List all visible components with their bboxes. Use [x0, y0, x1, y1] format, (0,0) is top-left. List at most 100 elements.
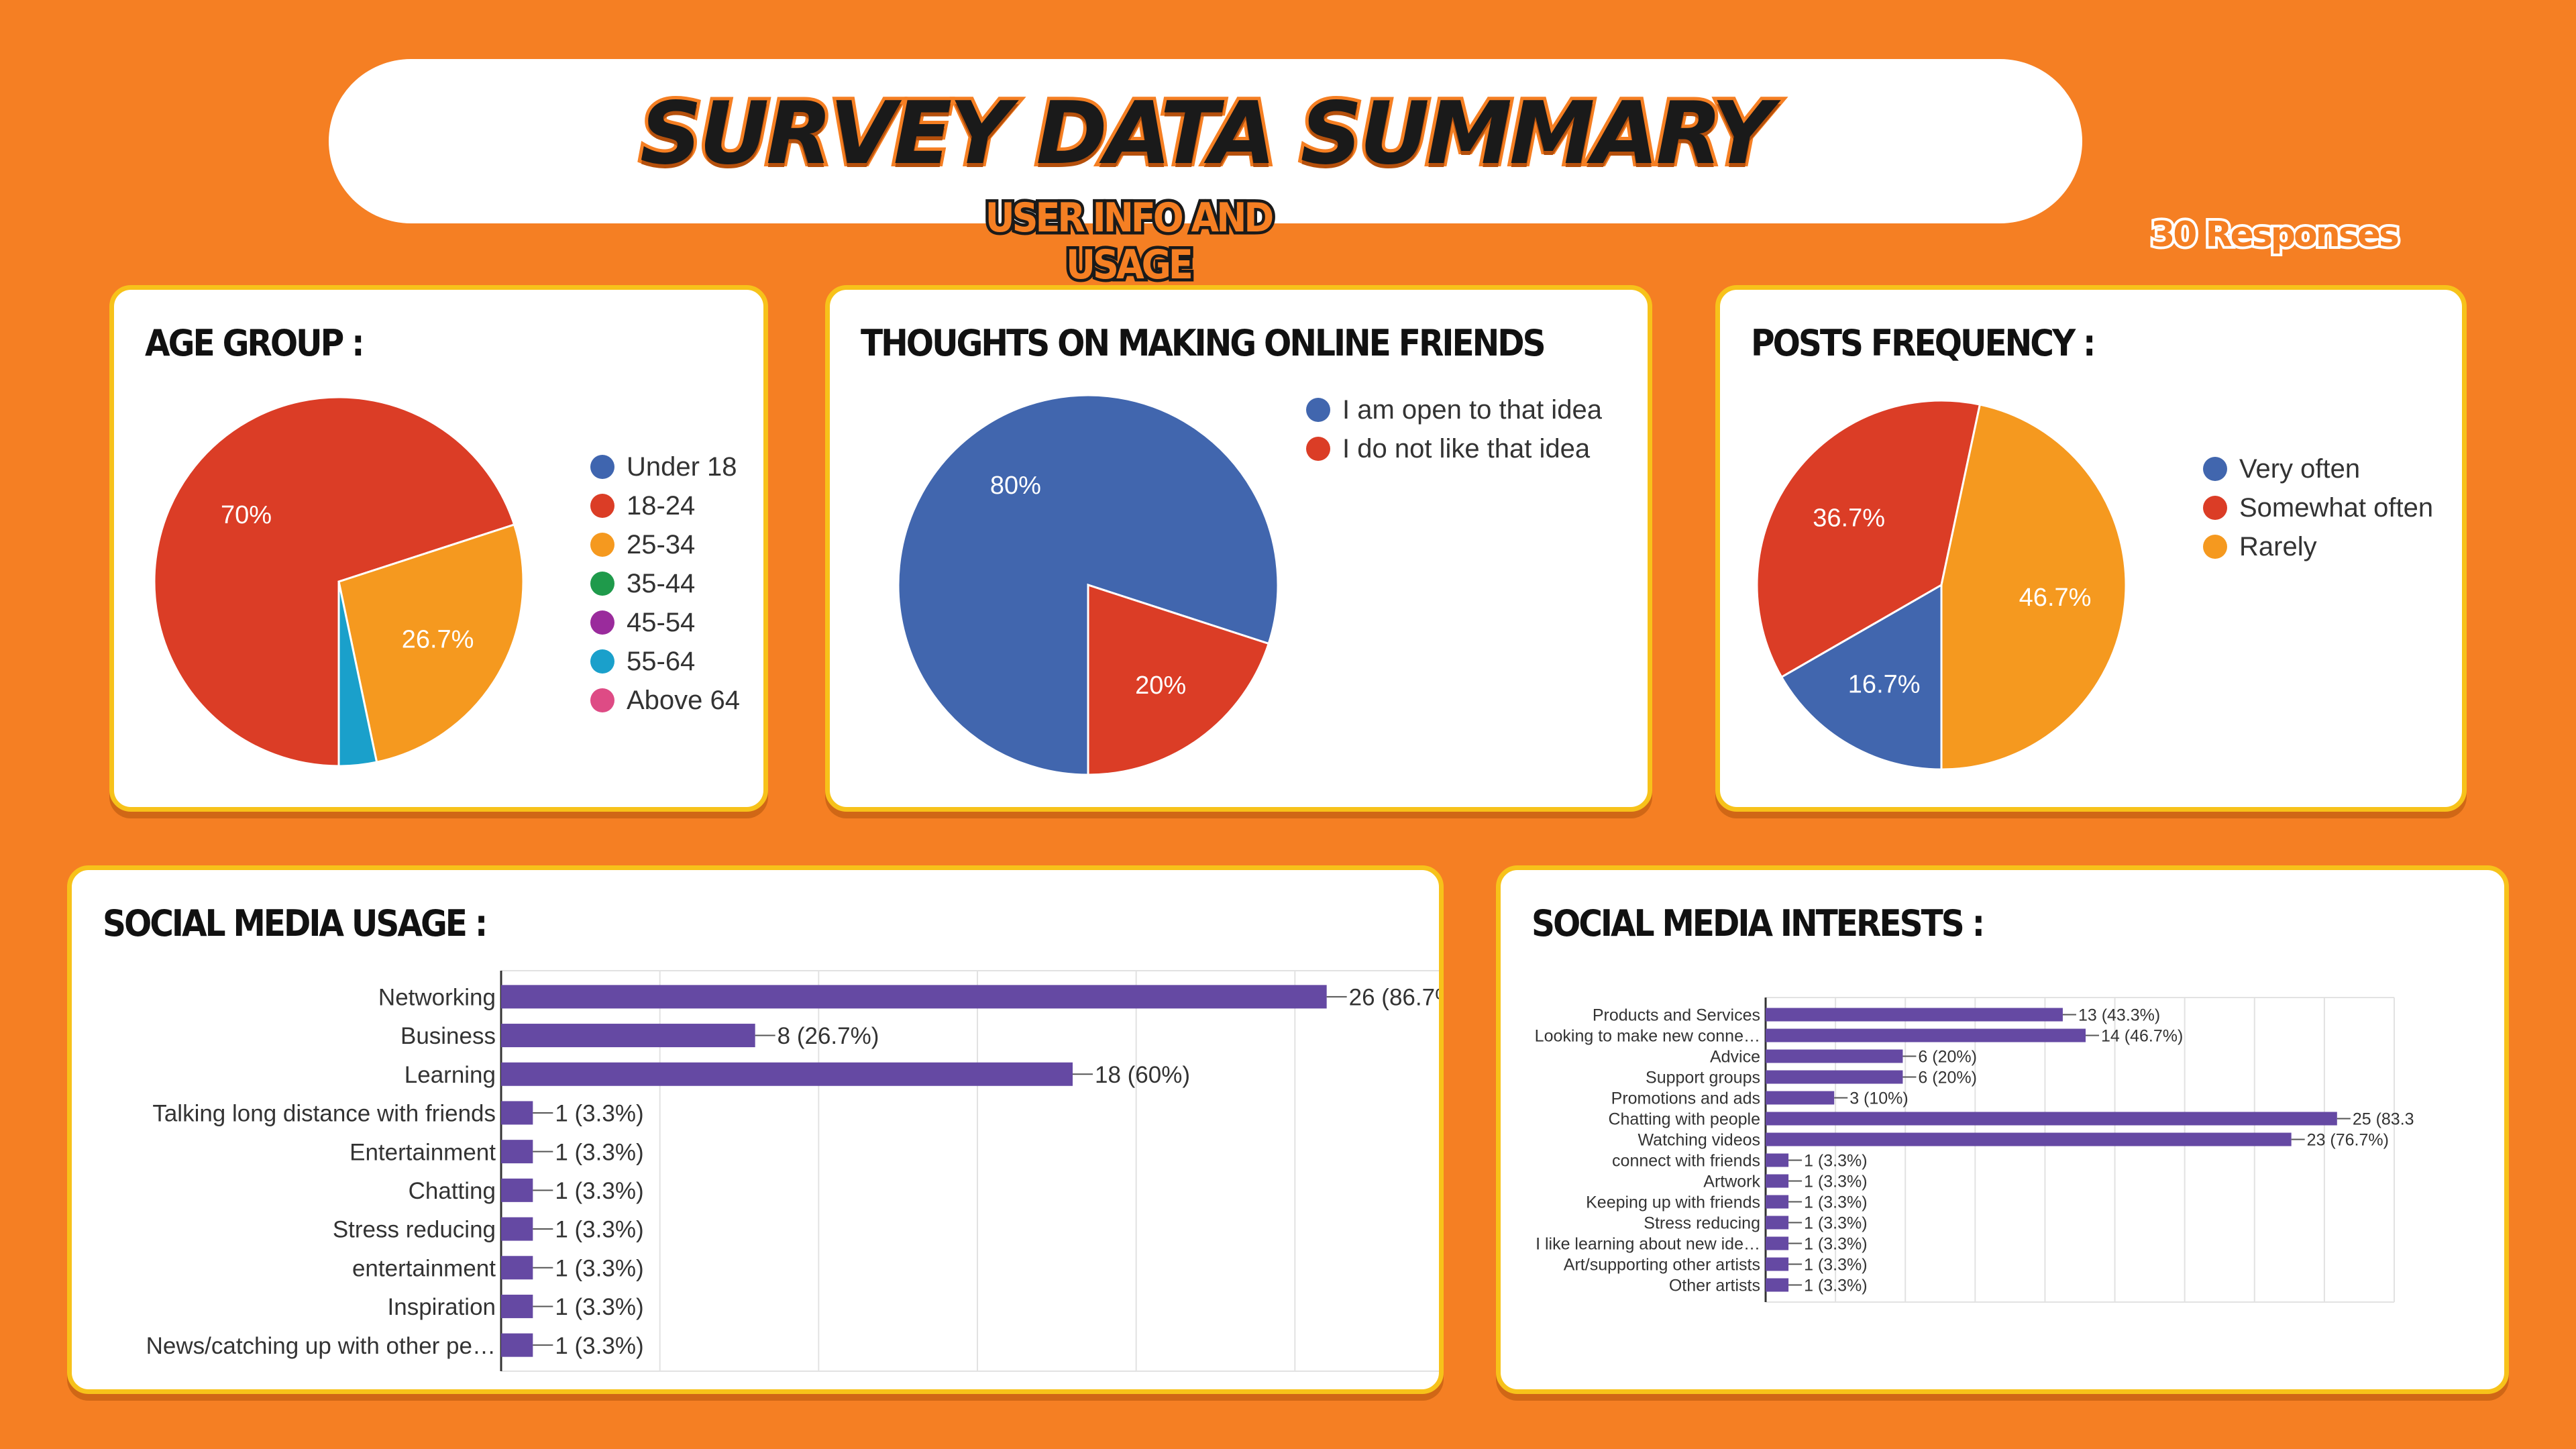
category-label: Products and Services [1593, 1006, 1760, 1025]
legend-swatch [2203, 457, 2227, 481]
legend-label: 35-44 [627, 568, 696, 598]
value-label: 1 (3.3%) [1804, 1152, 1867, 1171]
pie-slice-very-often [1780, 583, 1943, 771]
value-label: 1 (3.3%) [555, 1255, 643, 1281]
bar-promotions-and-ads [1766, 1091, 1835, 1105]
bar-chatting-with-people [1766, 1112, 2337, 1126]
value-label: 8 (26.7%) [777, 1023, 879, 1049]
bar-art-supporting-other-artists [1766, 1257, 1789, 1271]
value-label: 6 (20%) [1918, 1069, 1977, 1087]
bar-connect-with-friends [1766, 1153, 1789, 1167]
bar-artwork [1766, 1174, 1789, 1188]
legend-item-i-do-not-like-that-idea: I do not like that idea [1306, 429, 1602, 468]
slice-label-somewhat-often: 36.7% [1813, 504, 1885, 533]
category-label: Looking to make new conne… [1535, 1027, 1760, 1046]
value-label: 1 (3.3%) [555, 1217, 643, 1243]
category-label: I like learning about new ide… [1536, 1235, 1760, 1254]
value-label: 23 (76.7%) [2307, 1131, 2389, 1150]
value-label: 1 (3.3%) [1804, 1214, 1867, 1233]
slice-label-rarely: 46.7% [2019, 584, 2092, 612]
category-label: Business [400, 1023, 496, 1049]
slice-label-i-am-open-to-that-idea: 80% [990, 472, 1041, 500]
legend-swatch [2203, 496, 2227, 520]
bar-talking-long-distance-with-friends [501, 1101, 533, 1125]
bar-products-and-services [1766, 1008, 2063, 1022]
pie-slice-18-24 [153, 396, 516, 767]
social-media-interests-bar-chart: Products and Services 13 (43.3%) Looking t… [1535, 997, 2414, 1303]
value-label: 1 (3.3%) [555, 1139, 643, 1165]
legend-label: 45-54 [627, 607, 696, 637]
category-label: Advice [1710, 1048, 1760, 1067]
legend-item-i-am-open-to-that-idea: I am open to that idea [1306, 390, 1602, 429]
bar-inspiration [501, 1294, 533, 1318]
legend-label: Very often [2239, 453, 2361, 484]
value-label: 25 (83.3 [2353, 1110, 2414, 1129]
category-label: Other artists [1669, 1277, 1760, 1295]
value-label: 13 (43.3%) [2078, 1006, 2160, 1025]
bar-chatting [501, 1178, 533, 1202]
bar-networking [501, 985, 1327, 1009]
legend-label: Above 64 [627, 685, 741, 715]
legend-swatch [590, 610, 614, 635]
bar-support-groups [1766, 1070, 1903, 1084]
category-label: connect with friends [1612, 1152, 1760, 1171]
legend-swatch [1306, 398, 1330, 422]
age-group-pie-chart: 70% 26.7% [153, 396, 525, 767]
legend-item-somewhat-often: Somewhat often [2203, 488, 2433, 527]
bar-keeping-up-with-friends [1766, 1195, 1789, 1209]
legend-item-rarely: Rarely [2203, 527, 2433, 566]
legend-label: 55-64 [627, 646, 696, 676]
bar-advice [1766, 1049, 1903, 1063]
social-media-interests-title: SOCIAL MEDIA INTERESTS : [1532, 902, 1985, 945]
header-banner [329, 59, 2082, 223]
slice-label-very-often: 16.7% [1848, 671, 1921, 699]
bar-news-catching-up-with-other-pe [501, 1333, 533, 1357]
value-label: 1 (3.3%) [1804, 1193, 1867, 1212]
value-label: 1 (3.3%) [555, 1101, 643, 1127]
age-group-card: AGE GROUP : 70% 26.7% Under 18 18-24 25-34 3… [109, 285, 768, 812]
legend-label: I am open to that idea [1342, 394, 1602, 425]
category-label: Stress reducing [333, 1217, 496, 1243]
legend-label: 18-24 [627, 490, 696, 521]
value-label: 3 (10%) [1849, 1089, 1909, 1108]
bar-business [501, 1024, 755, 1048]
legend-item-45-54: 45-54 [590, 603, 740, 642]
category-label: Learning [405, 1062, 496, 1088]
category-label: Entertainment [350, 1139, 496, 1165]
category-label: Watching videos [1638, 1131, 1761, 1150]
posts-frequency-card: POSTS FREQUENCY : 16.7% 36.7% 46.7% Very o… [1715, 285, 2467, 812]
page-title: SURVEY DATA SUMMARY [637, 80, 1777, 187]
pie-slice-somewhat-often [1756, 399, 1982, 679]
social-media-interests-card: SOCIAL MEDIA INTERESTS : Products and Se… [1496, 865, 2509, 1394]
legend-item-under-18: Under 18 [590, 447, 740, 486]
category-label: Networking [378, 984, 496, 1010]
online-friends-legend: I am open to that idea I do not like that… [1306, 390, 1602, 468]
value-label: 26 (86.7%) [1349, 984, 1444, 1010]
category-label: Talking long distance with friends [152, 1101, 496, 1127]
legend-swatch [590, 494, 614, 518]
online-friends-title: THOUGHTS ON MAKING ONLINE FRIENDS [861, 322, 1546, 364]
social-media-usage-bar-chart: Networking 26 (86.7%) Business 8 (26.7%) Lea… [146, 970, 1444, 1372]
online-friends-pie-chart: 80% 20% [897, 394, 1279, 776]
bar-entertainment [501, 1140, 533, 1164]
pie-slice-25-34 [337, 523, 525, 763]
value-label: 14 (46.7%) [2101, 1027, 2183, 1046]
legend-item-25-34: 25-34 [590, 525, 740, 564]
value-label: 18 (60%) [1095, 1062, 1190, 1088]
value-label: 6 (20%) [1918, 1048, 1977, 1067]
slice-label-25-34: 26.7% [402, 625, 474, 653]
slice-label-i-do-not-like-that-idea: 20% [1135, 672, 1186, 700]
bar-i-like-learning-about-new-ide [1766, 1236, 1789, 1250]
value-label: 1 (3.3%) [555, 1294, 643, 1320]
category-label: Promotions and ads [1611, 1089, 1760, 1108]
age-group-title: AGE GROUP : [145, 322, 365, 364]
bar-looking-to-make-new-conne [1766, 1028, 2086, 1042]
legend-swatch [590, 572, 614, 596]
bar-other-artists [1766, 1278, 1789, 1292]
bar-watching-videos [1766, 1132, 2292, 1146]
legend-item-above-64: Above 64 [590, 681, 740, 720]
posts-frequency-pie-chart: 16.7% 36.7% 46.7% [1756, 399, 2127, 771]
legend-swatch [590, 533, 614, 557]
online-friends-card: THOUGHTS ON MAKING ONLINE FRIENDS 80% 20%… [825, 285, 1652, 812]
bar-stress-reducing [1766, 1216, 1789, 1230]
